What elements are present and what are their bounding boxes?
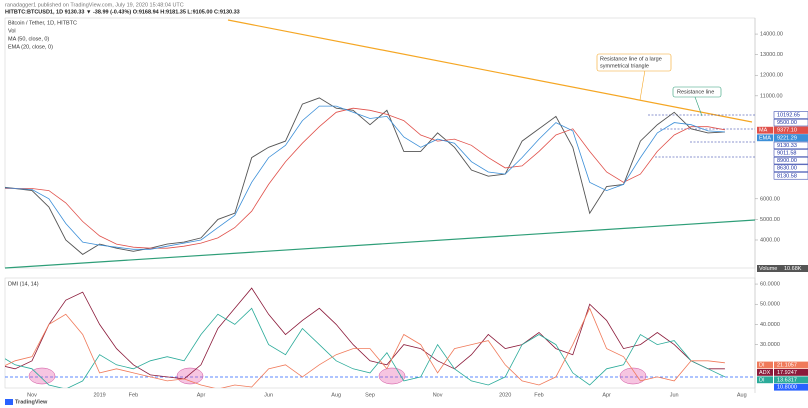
readout-box [774, 383, 808, 391]
levels [648, 114, 755, 158]
x-tick-label: Sep [365, 392, 375, 398]
y-tick-label: 40.0000 [760, 322, 780, 328]
price-label: 9221.29 [777, 135, 797, 141]
x-tick-label: Aug [737, 392, 747, 398]
highlight [176, 367, 204, 385]
y-tick-label: 12000.00 [760, 73, 783, 79]
y-tick-label: 11000.00 [760, 93, 783, 99]
readout-label: 21.1057 [777, 362, 797, 368]
readout-tag [757, 376, 773, 384]
price-label: 9011.58 [777, 150, 796, 156]
x-tick-label: 2019 [93, 392, 105, 398]
price-tag [757, 134, 773, 142]
y-tick-label: 5000.00 [760, 217, 780, 223]
x-tick-label: Feb [129, 392, 138, 398]
legend-entry: Vol [8, 28, 16, 34]
price-label: 9377.10 [777, 128, 797, 134]
series-line [5, 307, 725, 388]
logo [5, 399, 13, 405]
x-tick-label: Nov [433, 392, 443, 398]
price-box [773, 118, 808, 127]
y-tick-label: 14000.00 [760, 32, 783, 38]
series-group [5, 97, 725, 255]
footer: TradingView [15, 399, 48, 405]
price-box [773, 156, 808, 165]
series-line [5, 287, 725, 380]
price-box [773, 126, 808, 134]
x-tick-label: Jun [670, 392, 679, 398]
callout-line [694, 96, 703, 117]
readout-box [774, 369, 808, 376]
callout-line [639, 69, 646, 101]
volume-box [757, 265, 808, 272]
readout-label: 10.8000 [777, 385, 797, 391]
price-label: 10192.65 [777, 112, 800, 118]
x-tick-label: Nov [27, 392, 37, 398]
price-box [773, 111, 808, 119]
y-tick-label: 60.0000 [760, 282, 780, 288]
price-tag [757, 126, 773, 134]
x-tick-label: Feb [534, 392, 543, 398]
highlight [28, 367, 56, 385]
price-tag-label: EMA [759, 135, 771, 141]
y-tick-label: 4000.00 [760, 237, 780, 243]
x-tick-label: 2020 [499, 392, 511, 398]
price-title: Bitcoin / Tether, 1D, HITBTC [8, 20, 77, 26]
annotation-box [672, 86, 722, 98]
readout-box [774, 361, 808, 369]
price-label: 8130.58 [777, 173, 797, 179]
y-tick-label: 50.0000 [760, 302, 780, 308]
price-box [773, 172, 808, 180]
readout-label: 17.9247 [777, 370, 797, 376]
annotation-box [596, 53, 672, 72]
x-tick-label: Jun [264, 392, 273, 398]
volume-tag: Volume [759, 266, 777, 272]
series-line [5, 97, 725, 255]
x-tick-label: Apr [602, 392, 611, 398]
volume-value: 10.68K [784, 266, 802, 272]
price-label: 8900.00 [777, 158, 797, 164]
series-group [5, 287, 726, 388]
readout-tag [757, 361, 773, 369]
legend-entry: MA (50, close, 0) [8, 36, 49, 42]
readout-box [774, 376, 808, 384]
x-tick-label: Aug [331, 392, 341, 398]
y-tick-label: 6000.00 [760, 196, 780, 202]
symbol-line: HITBTC:BTCUSD1, 1D 9130.33 ▼ -38.99 (-0.… [5, 9, 240, 15]
price-label: 9500.00 [777, 120, 797, 126]
readout-tag-label: ADX [759, 370, 771, 376]
readout-label: 13.6317 [777, 377, 797, 383]
readout-tag-label: DI [759, 377, 765, 383]
price-box [773, 164, 808, 172]
support-line [4, 219, 756, 269]
y-tick-label: 13000.00 [760, 52, 783, 58]
price-box [773, 149, 808, 157]
price-box [773, 141, 808, 150]
author-line: ranadagger1 published on TradingView.com… [5, 2, 184, 8]
dmi-title: DMI (14, 14) [8, 281, 39, 287]
y-tick-label: 30.0000 [760, 342, 780, 348]
legend-entry: EMA (20, close, 0) [8, 44, 53, 50]
highlights [28, 367, 647, 385]
resistance-line [227, 19, 753, 123]
annotation: Resistance line [677, 89, 714, 95]
annotation: symmetrical triangle [600, 63, 649, 69]
series-line [5, 105, 725, 250]
annotation: Resistance line of a large [600, 56, 662, 62]
price-label: 9130.33 [777, 143, 797, 149]
series-line [5, 307, 726, 388]
price-label: 8630.00 [777, 166, 797, 172]
x-tick-label: Apr [197, 392, 206, 398]
price-box [773, 134, 808, 142]
readout-tag-label: DI [759, 362, 765, 368]
series-line [5, 107, 725, 249]
readout-tag [757, 369, 773, 376]
price-tag-label: MA [759, 128, 768, 134]
